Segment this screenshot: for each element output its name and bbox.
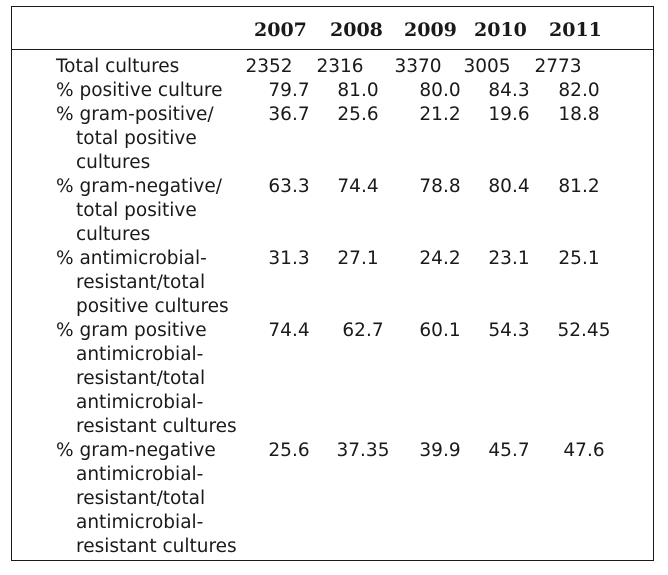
- row-label-continuation: resistant/total: [76, 368, 206, 389]
- row-label-continuation: cultures: [76, 224, 151, 245]
- cell-value: 21.2: [419, 104, 461, 125]
- cell-value: 31.3: [268, 248, 310, 269]
- row-label: % antimicrobial-: [56, 248, 207, 269]
- cell-value: 82.0: [558, 80, 600, 101]
- row-label-continuation: resistant/total: [76, 272, 206, 293]
- row-label-continuation: resistant/total: [76, 488, 206, 509]
- row-label: Total cultures: [56, 56, 180, 77]
- cell-value: 74.4: [337, 176, 379, 197]
- row-label-continuation: total positive: [76, 128, 197, 149]
- row-label-continuation: antimicrobial-: [76, 464, 204, 485]
- cell-value: 36.7: [268, 104, 310, 125]
- row-label-continuation: resistant cultures: [76, 536, 237, 557]
- row-label-continuation: positive cultures: [76, 296, 229, 317]
- cell-value: 18.8: [558, 104, 600, 125]
- year-header-2010: 2010: [474, 19, 527, 41]
- cell-value: 80.4: [488, 176, 530, 197]
- row-label-continuation: cultures: [76, 152, 151, 173]
- cell-value: 37.35: [336, 440, 390, 461]
- row-label: % gram positive: [56, 320, 207, 341]
- cell-value: 25.6: [268, 440, 310, 461]
- year-header-2009: 2009: [404, 19, 457, 41]
- row-label-continuation: resistant cultures: [76, 416, 237, 437]
- cell-value: 81.2: [558, 176, 600, 197]
- cell-value: 60.1: [419, 320, 461, 341]
- cell-value: 78.8: [419, 176, 461, 197]
- cell-value: 3005: [463, 56, 511, 77]
- cell-value: 62.7: [342, 320, 384, 341]
- cell-value: 74.4: [268, 320, 310, 341]
- cell-value: 23.1: [488, 248, 530, 269]
- cell-value: 80.0: [419, 80, 461, 101]
- cell-value: 84.3: [488, 80, 530, 101]
- cell-value: 47.6: [563, 440, 605, 461]
- cell-value: 52.45: [557, 320, 611, 341]
- cell-value: 79.7: [268, 80, 310, 101]
- row-label: % gram-negative/: [56, 176, 222, 197]
- cell-value: 2773: [534, 56, 582, 77]
- cell-value: 45.7: [488, 440, 530, 461]
- year-header-2011: 2011: [549, 19, 602, 41]
- cell-value: 25.1: [558, 248, 600, 269]
- row-label-continuation: antimicrobial-: [76, 512, 204, 533]
- header-divider: [11, 49, 654, 50]
- cell-value: 25.6: [337, 104, 379, 125]
- row-label-continuation: antimicrobial-: [76, 344, 204, 365]
- cell-value: 3370: [394, 56, 442, 77]
- table-frame: [11, 6, 654, 561]
- row-label-continuation: antimicrobial-: [76, 392, 204, 413]
- cell-value: 54.3: [488, 320, 530, 341]
- cell-value: 63.3: [268, 176, 310, 197]
- cell-value: 19.6: [488, 104, 530, 125]
- cell-value: 81.0: [337, 80, 379, 101]
- row-label: % gram-negative: [56, 440, 216, 461]
- cell-value: 2352: [245, 56, 293, 77]
- year-header-2007: 2007: [254, 19, 307, 41]
- row-label-continuation: total positive: [76, 200, 197, 221]
- cell-value: 27.1: [337, 248, 379, 269]
- cell-value: 39.9: [419, 440, 461, 461]
- row-label: % positive culture: [56, 80, 223, 101]
- cell-value: 24.2: [419, 248, 461, 269]
- row-label: % gram-positive/: [56, 104, 214, 125]
- cell-value: 2316: [316, 56, 364, 77]
- year-header-2008: 2008: [330, 19, 383, 41]
